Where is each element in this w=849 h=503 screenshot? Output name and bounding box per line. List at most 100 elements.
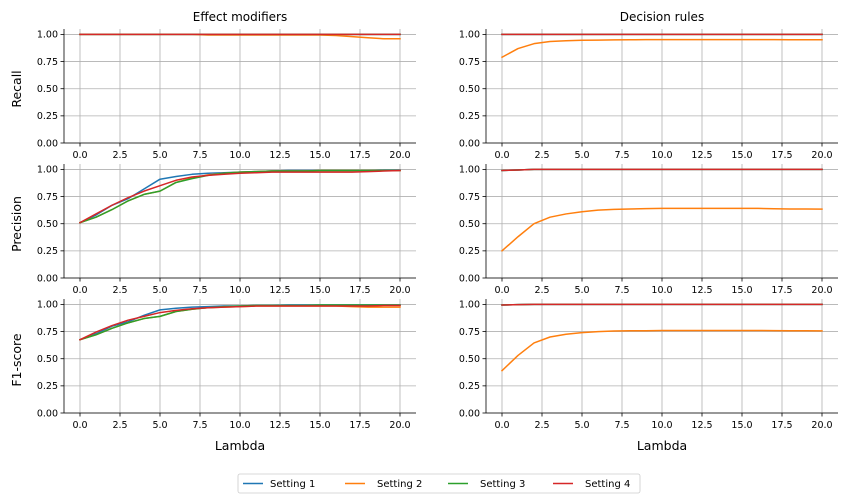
row-label-f1-score: F1-score — [9, 333, 24, 387]
legend-label-setting-3: Setting 3 — [480, 479, 525, 490]
x-tick-label: 20.0 — [389, 285, 410, 296]
x-tick-label: 12.5 — [269, 150, 290, 161]
x-tick-label: 0.0 — [494, 285, 509, 296]
column-title-decision-rules: Decision rules — [620, 10, 704, 24]
series-line-setting-4 — [501, 168, 823, 172]
x-tick-label: 17.5 — [349, 285, 370, 296]
series-line-setting-4 — [79, 304, 401, 341]
x-tick-label: 15.0 — [309, 150, 330, 161]
y-tick-label: 0.25 — [37, 381, 58, 392]
x-tick-label: 12.5 — [691, 150, 712, 161]
y-tick-label: 1.00 — [459, 165, 480, 176]
x-tick-label: 7.5 — [614, 420, 629, 431]
x-tick-label: 20.0 — [811, 285, 832, 296]
panel-precision-decision-rules: 0.0 2.5 5.0 7.5 10.0 12.5 15.0 17.5 20.0 0.00 0.25… — [459, 164, 838, 296]
x-tick-label: 17.5 — [349, 420, 370, 431]
x-tick-label: 5.0 — [574, 150, 589, 161]
panels: 0.0 2.5 5.0 7.5 10.0 12.5 15.0 17.5 20.0 0.00 0.25… — [37, 29, 838, 431]
x-tick-label: 7.5 — [192, 150, 207, 161]
x-tick-label: 0.0 — [72, 150, 87, 161]
y-tick-label: 1.00 — [459, 300, 480, 311]
series-line-setting-3 — [79, 169, 401, 224]
y-tick-label: 0.25 — [37, 246, 58, 257]
y-tick-label: 0.25 — [459, 381, 480, 392]
x-tick-label: 2.5 — [534, 285, 549, 296]
panel-f1-score-effect-modifiers: 0.0 2.5 5.0 7.5 10.0 12.5 15.0 17.5 20.0 0.00 0.25… — [37, 299, 416, 431]
y-tick-label: 0.75 — [459, 327, 480, 338]
y-tick-label: 0.75 — [459, 192, 480, 203]
y-tick-label: 0.00 — [37, 273, 58, 284]
y-tick-label: 0.00 — [459, 273, 480, 284]
x-tick-label: 20.0 — [389, 420, 410, 431]
x-tick-label: 7.5 — [192, 420, 207, 431]
y-tick-label: 0.50 — [459, 354, 480, 365]
x-tick-label: 7.5 — [192, 285, 207, 296]
y-tick-label: 0.25 — [37, 111, 58, 122]
x-tick-label: 20.0 — [389, 150, 410, 161]
x-tick-label: 5.0 — [152, 150, 167, 161]
x-tick-label: 5.0 — [152, 420, 167, 431]
row-label-precision: Precision — [9, 196, 24, 252]
row-label-recall: Recall — [9, 70, 24, 107]
y-tick-label: 1.00 — [37, 165, 58, 176]
legend-frame — [237, 473, 641, 494]
y-tick-label: 0.75 — [37, 57, 58, 68]
x-tick-label: 10.0 — [651, 150, 672, 161]
x-tick-label: 2.5 — [534, 420, 549, 431]
x-tick-label: 17.5 — [771, 150, 792, 161]
x-tick-label: 15.0 — [731, 150, 752, 161]
legend-label-setting-2: Setting 2 — [377, 479, 422, 490]
x-tick-label: 10.0 — [651, 420, 672, 431]
x-axis-label-right: Lambda — [637, 438, 687, 453]
x-tick-label: 5.0 — [574, 420, 589, 431]
x-tick-label: 5.0 — [152, 285, 167, 296]
x-tick-label: 7.5 — [614, 285, 629, 296]
column-title-effect-modifiers: Effect modifiers — [193, 10, 287, 24]
x-tick-label: 15.0 — [731, 420, 752, 431]
x-tick-label: 0.0 — [72, 285, 87, 296]
y-tick-label: 0.00 — [459, 138, 480, 149]
panel-f1-score-decision-rules: 0.0 2.5 5.0 7.5 10.0 12.5 15.0 17.5 20.0 0.00 0.25… — [459, 299, 838, 431]
y-tick-label: 0.00 — [37, 138, 58, 149]
y-tick-label: 0.50 — [459, 84, 480, 95]
y-tick-label: 0.75 — [459, 57, 480, 68]
x-tick-label: 15.0 — [309, 420, 330, 431]
series-line-setting-2 — [500, 38, 823, 59]
x-tick-label: 17.5 — [771, 285, 792, 296]
legend-label-setting-4: Setting 4 — [585, 479, 630, 490]
x-tick-label: 0.0 — [72, 420, 87, 431]
x-tick-label: 10.0 — [229, 285, 250, 296]
x-tick-label: 17.5 — [771, 420, 792, 431]
series-line-setting-2 — [500, 329, 823, 372]
y-tick-label: 1.00 — [37, 300, 58, 311]
x-tick-label: 12.5 — [269, 420, 290, 431]
x-tick-label: 12.5 — [691, 285, 712, 296]
y-tick-label: 1.00 — [459, 30, 480, 41]
x-tick-label: 17.5 — [349, 150, 370, 161]
series-line-setting-4 — [78, 169, 401, 224]
y-tick-label: 0.00 — [459, 408, 480, 419]
series-line-setting-4 — [501, 303, 823, 306]
x-tick-label: 5.0 — [574, 285, 589, 296]
x-tick-label: 2.5 — [112, 150, 127, 161]
x-tick-label: 10.0 — [651, 285, 672, 296]
panel-recall-decision-rules: 0.0 2.5 5.0 7.5 10.0 12.5 15.0 17.5 20.0 0.00 0.25… — [459, 29, 838, 161]
x-tick-label: 2.5 — [534, 150, 549, 161]
y-tick-label: 0.50 — [37, 219, 58, 230]
x-tick-label: 10.0 — [229, 420, 250, 431]
legend-label-setting-1: Setting 1 — [270, 479, 315, 490]
y-tick-label: 0.50 — [37, 84, 58, 95]
y-tick-label: 1.00 — [37, 30, 58, 41]
x-tick-label: 0.0 — [494, 420, 509, 431]
legend: Setting 1 Setting 2 Setting 3 Setting 4 — [237, 473, 641, 494]
x-tick-label: 20.0 — [811, 150, 832, 161]
x-tick-label: 2.5 — [112, 420, 127, 431]
x-axis-label-left: Lambda — [215, 438, 265, 453]
x-tick-label: 15.0 — [309, 285, 330, 296]
x-tick-label: 10.0 — [229, 150, 250, 161]
x-tick-label: 0.0 — [494, 150, 509, 161]
x-tick-label: 12.5 — [691, 420, 712, 431]
panel-precision-effect-modifiers: 0.0 2.5 5.0 7.5 10.0 12.5 15.0 17.5 20.0 0.00 0.25… — [37, 164, 416, 296]
x-tick-label: 2.5 — [112, 285, 127, 296]
